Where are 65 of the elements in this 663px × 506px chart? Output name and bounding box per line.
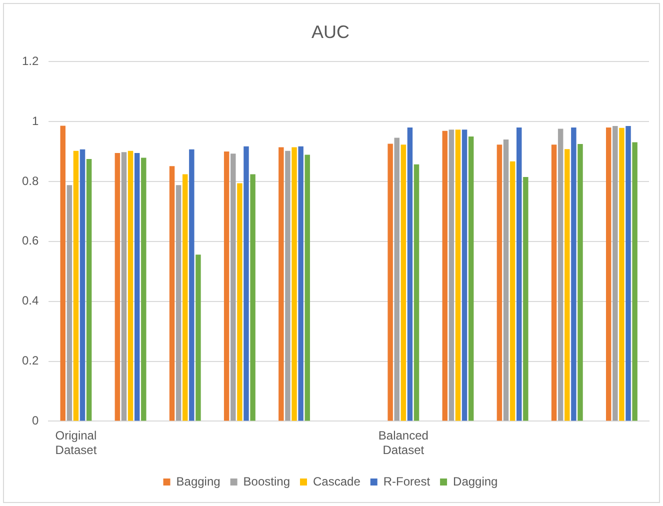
bar bbox=[134, 153, 140, 421]
bar bbox=[606, 128, 612, 421]
legend-label: Boosting bbox=[243, 474, 290, 488]
y-tick-label: 0 bbox=[32, 414, 39, 428]
legend-label: Dagging bbox=[453, 474, 498, 488]
bar bbox=[510, 161, 516, 421]
bar bbox=[114, 153, 120, 421]
bar bbox=[189, 149, 194, 421]
bar bbox=[237, 183, 242, 421]
bar bbox=[250, 174, 256, 421]
bar bbox=[442, 130, 448, 421]
bar bbox=[496, 144, 502, 421]
bar bbox=[66, 185, 72, 421]
x-tick-label: Balanced Dataset bbox=[378, 428, 428, 458]
bar bbox=[141, 158, 146, 421]
bar bbox=[121, 152, 127, 421]
bar bbox=[86, 158, 92, 421]
y-tick-label: 1 bbox=[32, 114, 39, 128]
bar bbox=[285, 150, 290, 421]
chart-title: AUC bbox=[311, 22, 350, 42]
bar bbox=[394, 138, 400, 421]
bar bbox=[388, 144, 393, 421]
bar bbox=[503, 140, 509, 421]
bar bbox=[304, 154, 310, 421]
bar bbox=[612, 126, 618, 421]
bar bbox=[626, 126, 631, 421]
bar bbox=[244, 146, 249, 421]
x-tick-label: Original Dataset bbox=[55, 428, 98, 458]
bar bbox=[224, 152, 230, 421]
bar bbox=[128, 150, 134, 421]
bar bbox=[169, 166, 175, 421]
bar bbox=[230, 154, 236, 421]
bar bbox=[60, 126, 66, 421]
bar bbox=[558, 128, 564, 421]
bar bbox=[564, 149, 570, 421]
bar bbox=[292, 147, 297, 421]
y-tick-label: 0.8 bbox=[22, 174, 39, 188]
bar bbox=[196, 254, 201, 421]
bar bbox=[523, 176, 528, 421]
bar bbox=[400, 144, 406, 421]
bar bbox=[462, 130, 468, 421]
bar bbox=[468, 136, 474, 421]
legend-label: R-Forest bbox=[383, 474, 431, 488]
bar bbox=[551, 144, 557, 421]
bar bbox=[298, 146, 304, 421]
bar bbox=[578, 144, 583, 421]
legend-label: Bagging bbox=[176, 474, 220, 488]
bar bbox=[571, 128, 576, 421]
y-tick-label: 0.6 bbox=[22, 234, 39, 248]
bar bbox=[278, 147, 284, 421]
bar bbox=[516, 128, 522, 421]
bar bbox=[632, 142, 638, 421]
bar bbox=[182, 174, 188, 421]
bar bbox=[414, 164, 420, 421]
y-tick-label: 0.2 bbox=[22, 354, 39, 368]
bar bbox=[448, 130, 454, 421]
legend-label: Cascade bbox=[313, 474, 361, 488]
bar bbox=[176, 185, 182, 421]
y-tick-label: 0.4 bbox=[22, 294, 39, 308]
bar bbox=[80, 149, 86, 421]
bar bbox=[73, 150, 79, 421]
bar bbox=[455, 130, 461, 421]
bar bbox=[619, 128, 624, 421]
y-tick-label: 1.2 bbox=[22, 54, 39, 68]
bar bbox=[407, 128, 413, 421]
